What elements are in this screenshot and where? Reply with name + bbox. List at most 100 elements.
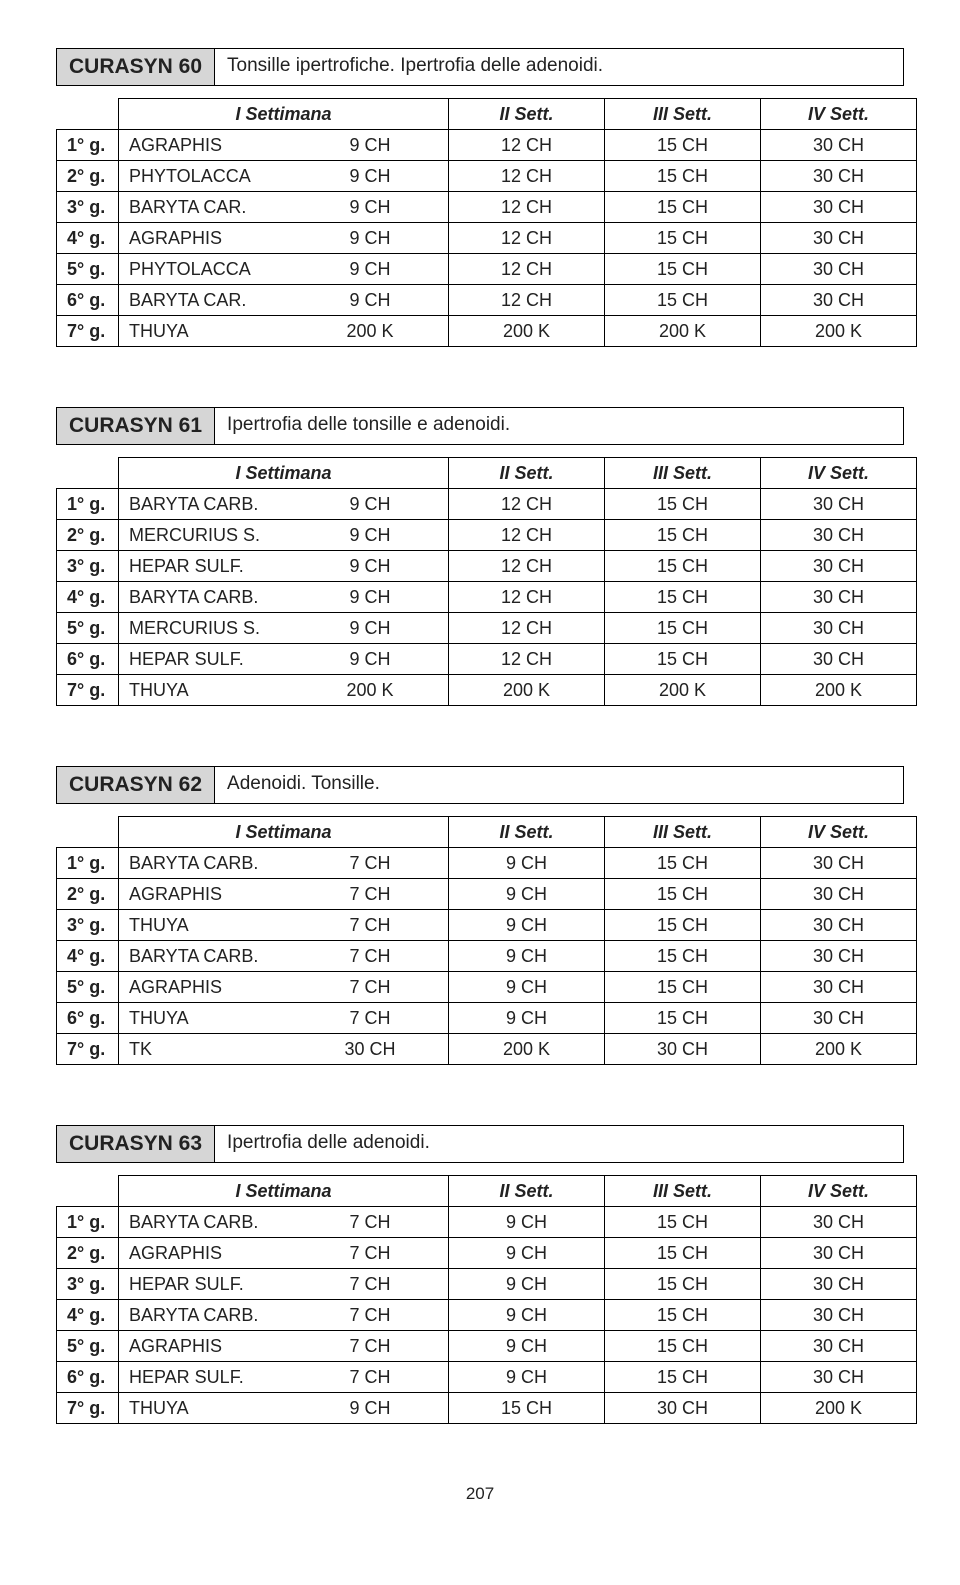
day-cell: 2° g. [57, 1238, 119, 1269]
remedy-name: PHYTOLACCA [129, 166, 308, 187]
week4-header: IV Sett. [761, 817, 917, 848]
w1-value: 7 CH [308, 1212, 432, 1233]
w2-value: 200 K [449, 1034, 605, 1065]
remedy-name: TK [129, 1039, 308, 1060]
w2-value: 9 CH [449, 910, 605, 941]
day-cell: 6° g. [57, 1003, 119, 1034]
day-cell: 6° g. [57, 285, 119, 316]
remedy-name: BARYTA CARB. [129, 494, 308, 515]
w4-value: 30 CH [761, 1003, 917, 1034]
remedy-w1-cell: TK30 CH [119, 1034, 449, 1065]
w3-value: 15 CH [605, 1331, 761, 1362]
day-cell: 5° g. [57, 972, 119, 1003]
w2-value: 12 CH [449, 489, 605, 520]
w2-value: 12 CH [449, 644, 605, 675]
blank-header [57, 1176, 119, 1207]
remedy-name: AGRAPHIS [129, 977, 308, 998]
remedy-w1-cell: HEPAR SULF.7 CH [119, 1362, 449, 1393]
week2-header: II Sett. [449, 458, 605, 489]
remedy-name: AGRAPHIS [129, 228, 308, 249]
table-row: 6° g.HEPAR SULF.7 CH9 CH15 CH30 CH [57, 1362, 917, 1393]
title-row: CURASYN 62Adenoidi. Tonsille. [56, 766, 904, 804]
table-row: 2° g.AGRAPHIS7 CH9 CH15 CH30 CH [57, 1238, 917, 1269]
table-row: 3° g.THUYA7 CH9 CH15 CH30 CH [57, 910, 917, 941]
w2-value: 12 CH [449, 192, 605, 223]
w4-value: 30 CH [761, 520, 917, 551]
w4-value: 30 CH [761, 130, 917, 161]
remedy-name: BARYTA CARB. [129, 1212, 308, 1233]
week4-header: IV Sett. [761, 99, 917, 130]
w2-value: 12 CH [449, 285, 605, 316]
w3-value: 15 CH [605, 1207, 761, 1238]
w1-value: 200 K [308, 321, 432, 342]
w2-value: 9 CH [449, 1003, 605, 1034]
w2-value: 15 CH [449, 1393, 605, 1424]
blank-header [57, 458, 119, 489]
w4-value: 30 CH [761, 1238, 917, 1269]
day-cell: 2° g. [57, 879, 119, 910]
remedy-w1-cell: BARYTA CARB.7 CH [119, 1207, 449, 1238]
w4-value: 30 CH [761, 910, 917, 941]
w4-value: 30 CH [761, 644, 917, 675]
w1-value: 200 K [308, 680, 432, 701]
w4-value: 30 CH [761, 223, 917, 254]
remedy-name: AGRAPHIS [129, 1243, 308, 1264]
w4-value: 200 K [761, 675, 917, 706]
section-62: CURASYN 62Adenoidi. Tonsille.I Settimana… [56, 766, 904, 1065]
day-cell: 7° g. [57, 675, 119, 706]
w3-value: 15 CH [605, 613, 761, 644]
w3-value: 15 CH [605, 1362, 761, 1393]
w3-value: 15 CH [605, 551, 761, 582]
table-row: 6° g.BARYTA CAR.9 CH12 CH15 CH30 CH [57, 285, 917, 316]
w4-value: 30 CH [761, 582, 917, 613]
remedy-w1-cell: AGRAPHIS9 CH [119, 223, 449, 254]
remedy-w1-cell: BARYTA CARB.7 CH [119, 941, 449, 972]
w3-value: 15 CH [605, 161, 761, 192]
table-row: 4° g.AGRAPHIS9 CH12 CH15 CH30 CH [57, 223, 917, 254]
remedy-w1-cell: THUYA200 K [119, 675, 449, 706]
w2-value: 9 CH [449, 1269, 605, 1300]
remedy-w1-cell: THUYA7 CH [119, 910, 449, 941]
remedy-w1-cell: AGRAPHIS7 CH [119, 972, 449, 1003]
w4-value: 30 CH [761, 1300, 917, 1331]
w3-value: 15 CH [605, 285, 761, 316]
w1-value: 9 CH [308, 587, 432, 608]
table-row: 4° g.BARYTA CARB.7 CH9 CH15 CH30 CH [57, 941, 917, 972]
remedy-name: AGRAPHIS [129, 1336, 308, 1357]
w2-value: 12 CH [449, 161, 605, 192]
w4-value: 30 CH [761, 551, 917, 582]
table-row: 2° g.AGRAPHIS7 CH9 CH15 CH30 CH [57, 879, 917, 910]
remedy-w1-cell: MERCURIUS S.9 CH [119, 520, 449, 551]
remedy-name: BARYTA CARB. [129, 853, 308, 874]
dosage-table: I SettimanaII Sett.III Sett.IV Sett.1° g… [56, 98, 917, 347]
blank-header [57, 99, 119, 130]
day-cell: 7° g. [57, 1034, 119, 1065]
w4-value: 30 CH [761, 1207, 917, 1238]
w1-value: 9 CH [308, 259, 432, 280]
table-row: 3° g.HEPAR SULF.7 CH9 CH15 CH30 CH [57, 1269, 917, 1300]
remedy-name: THUYA [129, 1398, 308, 1419]
day-cell: 1° g. [57, 1207, 119, 1238]
w1-value: 7 CH [308, 853, 432, 874]
w4-value: 30 CH [761, 972, 917, 1003]
header-row: I SettimanaII Sett.III Sett.IV Sett. [57, 1176, 917, 1207]
remedy-name: PHYTOLACCA [129, 259, 308, 280]
w4-value: 30 CH [761, 1331, 917, 1362]
w1-value: 7 CH [308, 1243, 432, 1264]
remedy-name: HEPAR SULF. [129, 1274, 308, 1295]
w4-value: 30 CH [761, 1362, 917, 1393]
day-cell: 6° g. [57, 1362, 119, 1393]
week3-header: III Sett. [605, 458, 761, 489]
w1-value: 9 CH [308, 1398, 432, 1419]
day-cell: 3° g. [57, 551, 119, 582]
week3-header: III Sett. [605, 1176, 761, 1207]
week1-header: I Settimana [119, 458, 449, 489]
day-cell: 3° g. [57, 1269, 119, 1300]
dosage-table: I SettimanaII Sett.III Sett.IV Sett.1° g… [56, 816, 917, 1065]
w1-value: 9 CH [308, 290, 432, 311]
w1-value: 9 CH [308, 494, 432, 515]
w3-value: 15 CH [605, 644, 761, 675]
page-number: 207 [56, 1484, 904, 1504]
table-row: 7° g.TK30 CH200 K30 CH200 K [57, 1034, 917, 1065]
w3-value: 15 CH [605, 254, 761, 285]
